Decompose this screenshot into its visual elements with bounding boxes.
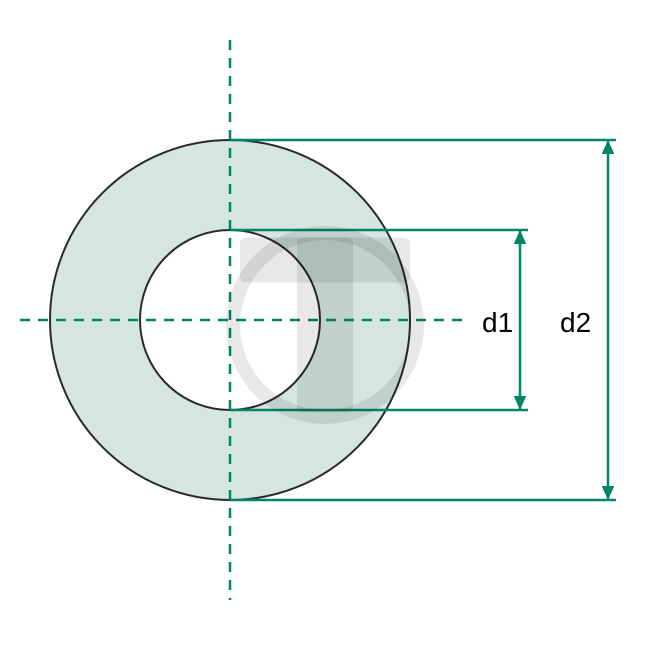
diagram-svg [0,0,650,650]
washer-dimension-diagram: d1 d2 [0,0,650,650]
dimension-label-d2: d2 [560,307,591,339]
dimension-label-d1: d1 [482,307,513,339]
